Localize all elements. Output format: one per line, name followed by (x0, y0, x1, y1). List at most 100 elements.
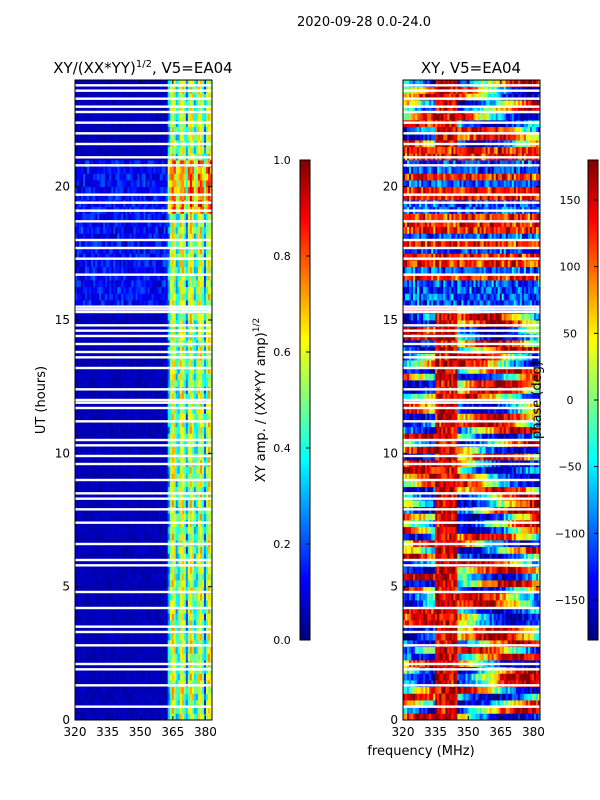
amp-heatmap-cell (157, 273, 161, 281)
amp-heatmap-cell (123, 586, 126, 594)
amp-heatmap-cell (149, 233, 152, 241)
amp-heatmap-cell (175, 526, 179, 534)
amp-heatmap-cell (125, 640, 128, 648)
amp-heatmap-cell (151, 566, 154, 574)
amp-heatmap-cell (117, 593, 120, 601)
amp-heatmap-cell (107, 626, 110, 634)
amp-heatmap-cell (89, 320, 92, 328)
amp-heatmap-cell (77, 526, 80, 534)
amp-heatmap-cell (133, 393, 136, 401)
amp-heatmap-cell (103, 346, 106, 354)
amp-heatmap-cell (167, 266, 171, 274)
amp-heatmap-cell (185, 620, 189, 628)
amp-heatmap-cell (167, 533, 171, 541)
amp-heatmap-cell (121, 566, 124, 574)
amp-heatmap-cell (159, 440, 163, 448)
amp-heatmap-cell (129, 580, 132, 588)
amp-heatmap-cell (113, 553, 116, 561)
amp-heatmap-cell (97, 293, 100, 301)
amp-heatmap-cell (179, 546, 183, 554)
amp-heatmap-cell (193, 366, 197, 374)
amp-heatmap-cell (169, 526, 173, 534)
amp-heatmap-cell (159, 573, 163, 581)
amp-heatmap-cell (185, 573, 189, 581)
amp-heatmap-cell (183, 366, 187, 374)
amp-heatmap-cell (159, 260, 163, 268)
amp-heatmap-cell (187, 266, 191, 274)
amp-heatmap-cell (135, 693, 138, 701)
amp-heatmap-cell (111, 546, 114, 554)
amp-heatmap-cell (145, 366, 148, 374)
amp-heatmap-cell (113, 633, 116, 641)
amp-heatmap-cell (159, 606, 163, 614)
amp-heatmap-cell (121, 260, 124, 268)
amp-heatmap-cell (179, 373, 183, 381)
amp-heatmap-cell (159, 500, 163, 508)
amp-heatmap-cell (139, 580, 142, 588)
amp-heatmap-cell (105, 406, 108, 414)
amp-heatmap-cell (135, 346, 138, 354)
amp-heatmap-cell (197, 360, 201, 368)
amp-heatmap-cell (133, 266, 136, 274)
amp-heatmap-cell (115, 246, 118, 254)
amp-heatmap-cell (139, 286, 142, 294)
amp-heatmap-cell (201, 360, 205, 368)
amp-heatmap-cell (205, 406, 209, 414)
amp-heatmap-cell (149, 606, 152, 614)
amp-heatmap-cell (111, 246, 114, 254)
amp-heatmap-cell (79, 693, 82, 701)
amp-heatmap-cell (133, 473, 136, 481)
amp-heatmap-cell (191, 313, 195, 321)
amp-heatmap-cell (167, 573, 171, 581)
amp-heatmap-cell (99, 713, 102, 720)
amp-heatmap-cell (89, 546, 92, 554)
amp-heatmap-cell (135, 533, 138, 541)
amp-heatmap-cell (127, 433, 130, 441)
amp-heatmap-cell (209, 313, 212, 321)
amp-heatmap-cell (125, 546, 128, 554)
amp-heatmap-cell (77, 473, 80, 481)
amp-heatmap-cell (79, 706, 82, 714)
amp-heatmap-cell (123, 293, 126, 301)
amp-heatmap-cell (151, 393, 154, 401)
amp-heatmap-cell (105, 566, 108, 574)
amp-heatmap-cell (129, 673, 132, 681)
amp-heatmap-cell (89, 493, 92, 501)
amp-heatmap-cell (159, 700, 163, 708)
amp-heatmap-cell (113, 700, 116, 708)
amp-heatmap-cell (83, 273, 86, 281)
amp-heatmap-cell (81, 680, 84, 688)
amp-heatmap-cell (81, 406, 84, 414)
amp-heatmap-cell (95, 606, 98, 614)
amp-heatmap-cell (137, 240, 140, 248)
amp-heatmap-cell (193, 446, 197, 454)
amp-heatmap-cell (195, 573, 199, 581)
amp-heatmap-cell (101, 346, 104, 354)
amp-heatmap-cell (87, 280, 90, 288)
amp-heatmap-cell (107, 260, 110, 268)
amp-heatmap-cell (141, 320, 144, 328)
amp-heatmap-cell (85, 713, 88, 720)
amp-heatmap-cell (151, 693, 154, 701)
amp-heatmap-cell (171, 613, 175, 621)
amp-heatmap-cell (135, 646, 138, 654)
amp-heatmap-cell (87, 573, 90, 581)
amp-heatmap-cell (95, 286, 98, 294)
amp-heatmap-cell (141, 573, 144, 581)
amp-heatmap-cell (171, 413, 175, 421)
amp-heatmap-cell (107, 253, 110, 261)
amp-heatmap-cell (135, 586, 138, 594)
amp-heatmap-cell (91, 713, 94, 720)
amp-heatmap-cell (179, 426, 183, 434)
amp-heatmap-cell (163, 300, 167, 308)
amp-heatmap-cell (119, 380, 122, 388)
amp-heatmap-cell (89, 346, 92, 354)
amp-heatmap-cell (145, 620, 148, 628)
amp-heatmap-cell (169, 426, 173, 434)
amp-heatmap-cell (143, 486, 146, 494)
amp-heatmap-cell (209, 500, 212, 508)
amp-heatmap-cell (189, 546, 193, 554)
amp-heatmap-cell (181, 233, 185, 241)
amp-heatmap-cell (169, 440, 173, 448)
amp-heatmap-cell (203, 593, 207, 601)
